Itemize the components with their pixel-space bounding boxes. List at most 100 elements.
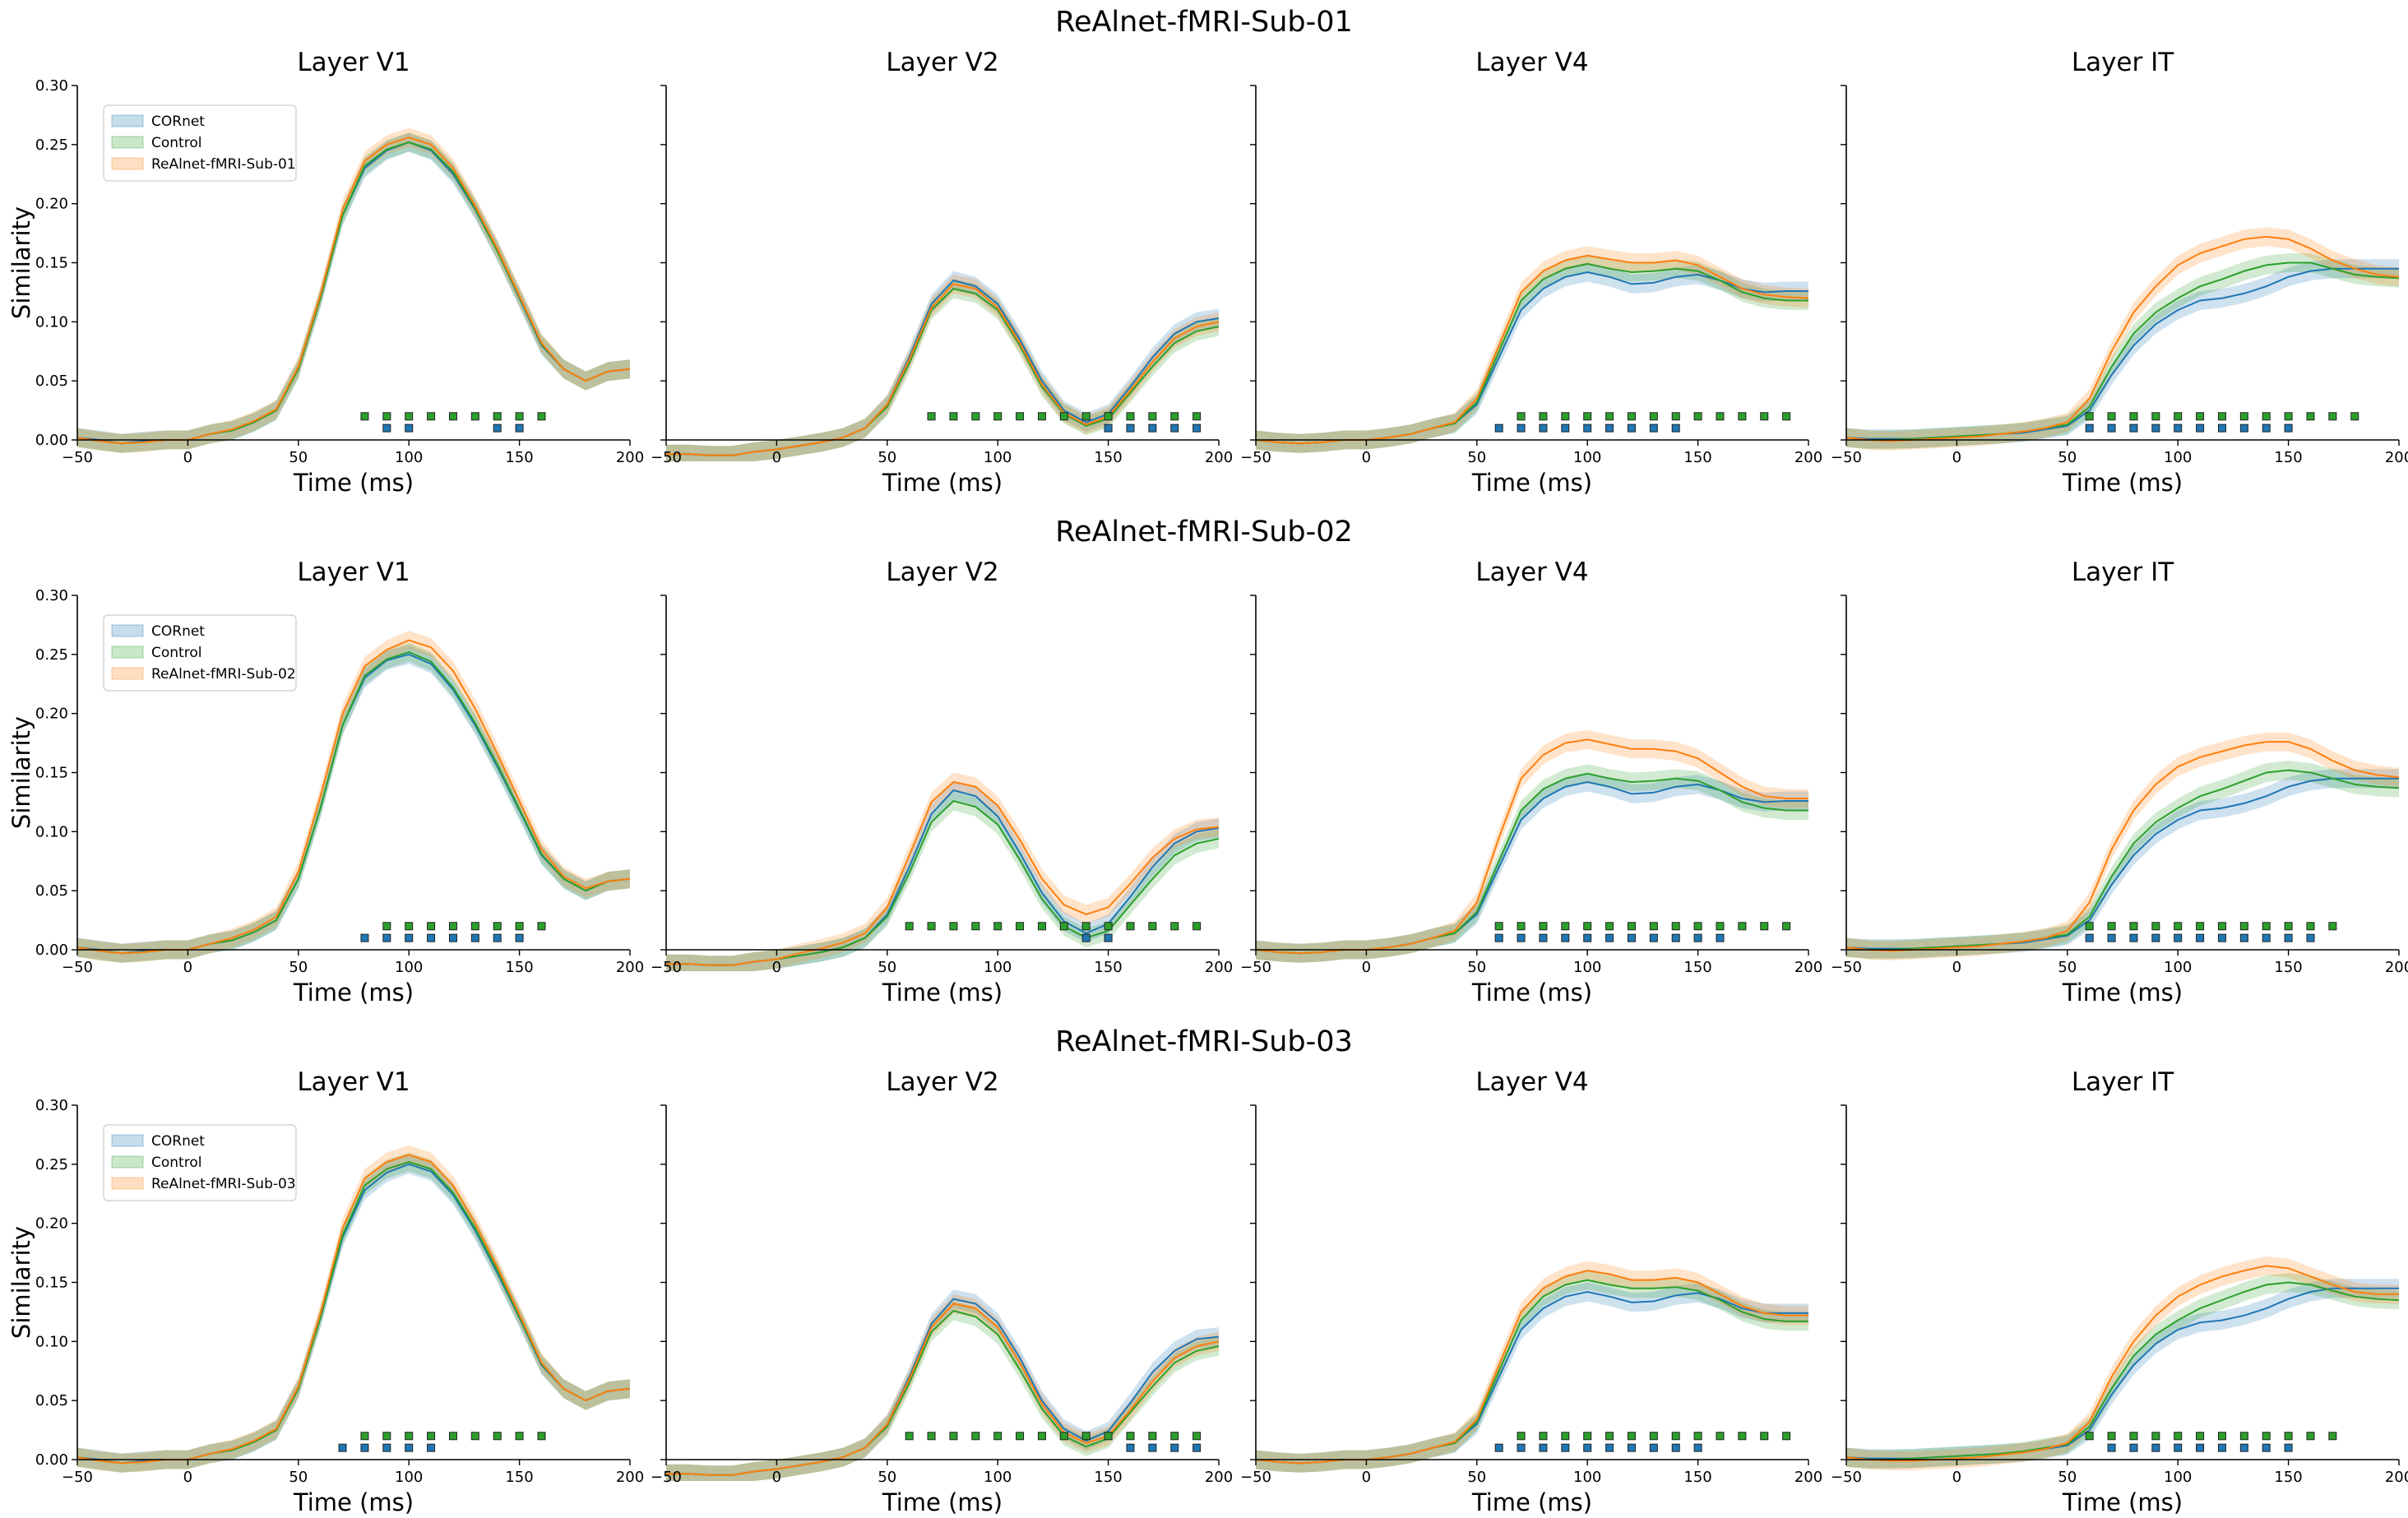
sig-marker-cornet <box>2239 933 2248 942</box>
sig-marker-cornet <box>470 933 479 942</box>
y-tick-label: 0.15 <box>35 255 68 272</box>
x-tick-label: 100 <box>2164 959 2192 976</box>
sig-marker-control <box>1716 1432 1725 1441</box>
panel-r1-layer-v2: Layer V2 −50 0 50 100 150 200 Time (ms) <box>651 48 1233 497</box>
x-tick-label: 150 <box>1683 449 1711 466</box>
sig-marker-cornet <box>1192 423 1202 433</box>
panel-r2-layer-v2: Layer V2 −50 0 50 100 150 200 Time (ms) <box>651 558 1233 1007</box>
sig-marker-control <box>1081 1432 1091 1441</box>
x-tick-label: 50 <box>878 959 896 976</box>
sig-marker-cornet <box>1605 423 1614 433</box>
sig-marker-control <box>1671 922 1680 931</box>
control-band <box>1256 254 1808 453</box>
sig-marker-control <box>2151 922 2160 931</box>
x-tick-label: 100 <box>984 1469 1012 1486</box>
sig-marker-cornet <box>1605 933 1614 942</box>
sig-marker-cornet <box>1170 423 1179 433</box>
realnet-band <box>666 274 1219 461</box>
sig-marker-cornet <box>2174 933 2183 942</box>
sig-marker-control <box>1649 412 1658 421</box>
sig-marker-cornet <box>1716 933 1725 942</box>
sig-marker-control <box>427 922 436 931</box>
panel-r2-layer-it: Layer IT −50 0 50 100 150 200 Time (ms) <box>1831 558 2408 1007</box>
sig-marker-cornet <box>2239 423 2248 433</box>
sig-marker-control <box>993 412 1003 421</box>
x-tick-label: 150 <box>2274 1469 2302 1486</box>
sig-marker-cornet <box>2217 933 2226 942</box>
panel-r1-layer-it: Layer IT −50 0 50 100 150 200 Time (ms) <box>1831 48 2408 497</box>
sig-marker-cornet <box>2262 423 2271 433</box>
x-tick-label: 0 <box>1362 449 1371 466</box>
realnet-band <box>1846 227 2399 451</box>
sig-marker-cornet <box>493 933 502 942</box>
sig-marker-control <box>2196 1432 2205 1441</box>
sig-marker-control <box>493 1432 502 1441</box>
x-tick-label: −50 <box>1831 1469 1862 1486</box>
sig-marker-control <box>405 922 414 931</box>
panel-title: Layer IT <box>2072 558 2174 587</box>
sig-marker-cornet <box>338 1443 347 1452</box>
sig-marker-control <box>2085 412 2094 421</box>
sig-marker-control <box>2284 1432 2293 1441</box>
panel-r3-layer-it: Layer IT −50 0 50 100 150 200 Time (ms) <box>1831 1067 2408 1516</box>
panel-title: Layer V2 <box>886 48 998 77</box>
x-tick-label: 200 <box>1794 1469 1822 1486</box>
x-tick-label: 200 <box>2385 1469 2408 1486</box>
sig-marker-cornet <box>1561 1443 1570 1452</box>
sig-marker-control <box>1170 412 1179 421</box>
sig-marker-control <box>1104 922 1113 931</box>
row-title: ReAlnet-fMRI-Sub-02 <box>1055 516 1353 548</box>
x-tick-label: −50 <box>651 1469 682 1486</box>
panel-r3-layer-v1: Layer V1 0.00 0.05 0.10 0.15 0.20 0.25 0.30 −50 0… <box>7 1067 644 1516</box>
panel-title: Layer V2 <box>886 558 998 587</box>
x-axis-label: Time (ms) <box>293 979 414 1007</box>
sig-marker-control <box>2085 1432 2094 1441</box>
x-tick-label: 200 <box>616 959 644 976</box>
sig-marker-control <box>1539 1432 1548 1441</box>
legend-swatch-control <box>111 1155 144 1169</box>
x-tick-label: 0 <box>183 449 192 466</box>
x-tick-label: 200 <box>616 1469 644 1486</box>
sig-marker-control <box>1782 412 1791 421</box>
realnet-line <box>666 283 1219 456</box>
x-tick-label: 0 <box>183 1469 192 1486</box>
sig-marker-cornet <box>2174 1443 2183 1452</box>
sig-marker-control <box>1583 412 1592 421</box>
x-axis-label: Time (ms) <box>1471 469 1592 497</box>
panel-plot-area <box>1846 732 2399 960</box>
x-tick-label: 50 <box>289 1469 308 1486</box>
sig-marker-control <box>2284 412 2293 421</box>
sig-marker-cornet <box>448 933 457 942</box>
x-tick-label: 100 <box>2164 1469 2192 1486</box>
x-tick-label: 100 <box>395 449 423 466</box>
sig-marker-cornet <box>515 423 524 433</box>
legend-swatch-realnet <box>111 157 144 170</box>
sig-marker-cornet <box>2239 1443 2248 1452</box>
sig-marker-control <box>382 922 391 931</box>
realnet-line <box>1846 235 2399 442</box>
legend-frame <box>103 104 297 182</box>
y-tick-label: 0.15 <box>35 1275 68 1292</box>
legend-label-realnet: ReAlnet-fMRI-Sub-03 <box>151 1176 296 1192</box>
x-tick-label: 50 <box>2058 1469 2077 1486</box>
row-title: ReAlnet-fMRI-Sub-03 <box>1055 1025 1353 1058</box>
x-tick-label: 100 <box>2164 449 2192 466</box>
legend-swatch-control <box>111 646 144 659</box>
sig-marker-control <box>537 1432 546 1441</box>
sig-marker-control <box>2306 922 2315 931</box>
x-tick-label: 0 <box>1952 1469 1961 1486</box>
sig-marker-cornet <box>1081 933 1091 942</box>
sig-marker-control <box>405 412 414 421</box>
sig-marker-control <box>2239 922 2248 931</box>
sig-marker-control <box>905 922 914 931</box>
x-tick-label: 0 <box>183 959 192 976</box>
sig-marker-cornet <box>1494 423 1503 433</box>
sig-marker-control <box>1649 922 1658 931</box>
control-band <box>666 1301 1219 1481</box>
row-2: ReAlnet-fMRI-Sub-02 Layer V1 0.00 0.05 0.10 0… <box>7 516 2408 1007</box>
sig-marker-cornet <box>1583 933 1592 942</box>
control-band <box>1256 1270 1808 1473</box>
sig-marker-control <box>1693 922 1702 931</box>
y-tick-label: 0.00 <box>35 432 68 449</box>
y-tick-label: 0.20 <box>35 1215 68 1233</box>
